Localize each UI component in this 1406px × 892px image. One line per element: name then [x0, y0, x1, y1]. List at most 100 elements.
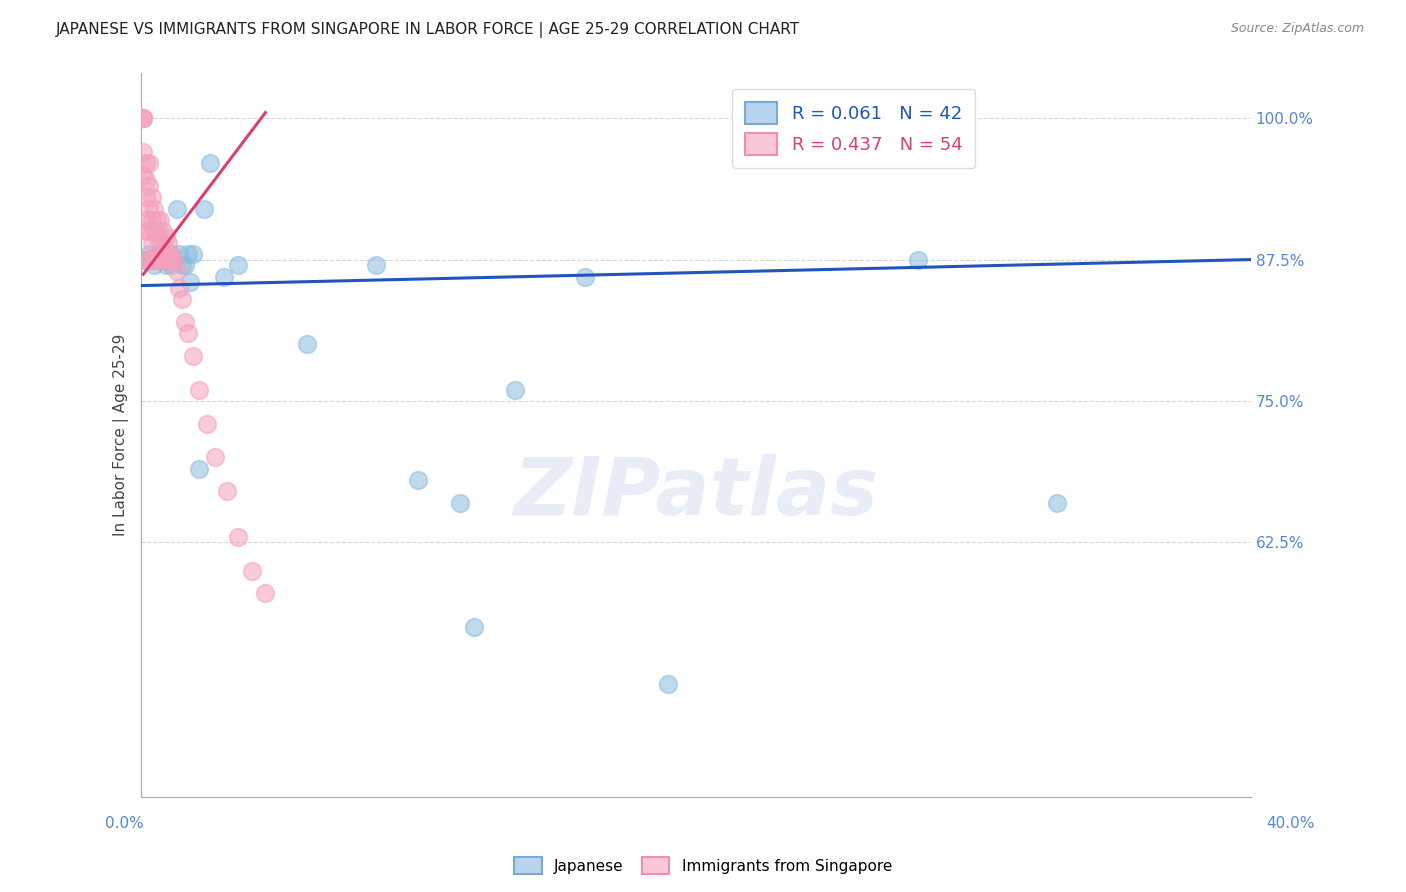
Point	[574, 269, 596, 284]
Text: 0.0%: 0.0%	[105, 816, 145, 831]
Point	[138, 156, 160, 170]
Point	[146, 213, 169, 227]
Point	[463, 620, 485, 634]
Point	[143, 252, 166, 267]
Text: JAPANESE VS IMMIGRANTS FROM SINGAPORE IN LABOR FORCE | AGE 25-29 CORRELATION CHA: JAPANESE VS IMMIGRANTS FROM SINGAPORE IN…	[56, 22, 800, 38]
Point	[135, 173, 157, 187]
Point	[135, 156, 157, 170]
Point	[160, 247, 183, 261]
Legend: Japanese, Immigrants from Singapore: Japanese, Immigrants from Singapore	[508, 851, 898, 880]
Point	[152, 247, 174, 261]
Point	[155, 258, 177, 272]
Point	[132, 252, 155, 267]
Point	[141, 213, 163, 227]
Point	[138, 252, 160, 267]
Point	[149, 213, 172, 227]
Point	[146, 252, 169, 267]
Point	[138, 179, 160, 194]
Point	[166, 202, 188, 216]
Point	[146, 252, 169, 267]
Point	[143, 224, 166, 238]
Point	[135, 213, 157, 227]
Point	[181, 349, 204, 363]
Point	[157, 235, 180, 250]
Point	[152, 224, 174, 238]
Point	[254, 586, 277, 600]
Point	[149, 247, 172, 261]
Point	[215, 484, 238, 499]
Point	[143, 202, 166, 216]
Point	[132, 168, 155, 182]
Point	[149, 247, 172, 261]
Point	[166, 264, 188, 278]
Point	[169, 247, 191, 261]
Text: Source: ZipAtlas.com: Source: ZipAtlas.com	[1230, 22, 1364, 36]
Point	[172, 292, 194, 306]
Point	[157, 247, 180, 261]
Point	[169, 281, 191, 295]
Point	[187, 462, 209, 476]
Point	[240, 564, 263, 578]
Point	[177, 247, 200, 261]
Point	[160, 247, 183, 261]
Point	[157, 252, 180, 267]
Point	[155, 247, 177, 261]
Point	[155, 252, 177, 267]
Point	[181, 247, 204, 261]
Point	[226, 258, 249, 272]
Point	[406, 473, 429, 487]
Point	[141, 235, 163, 250]
Point	[155, 230, 177, 244]
Point	[212, 269, 235, 284]
Point	[449, 496, 471, 510]
Point	[226, 530, 249, 544]
Point	[155, 252, 177, 267]
Point	[135, 224, 157, 238]
Point	[135, 252, 157, 267]
Point	[198, 156, 221, 170]
Point	[143, 258, 166, 272]
Point	[503, 383, 526, 397]
Point	[657, 676, 679, 690]
Point	[195, 417, 218, 431]
Point	[163, 252, 186, 267]
Point	[174, 315, 197, 329]
Point	[163, 252, 186, 267]
Text: ZIPatlas: ZIPatlas	[513, 454, 879, 532]
Point	[149, 230, 172, 244]
Point	[204, 450, 226, 465]
Point	[141, 252, 163, 267]
Point	[138, 202, 160, 216]
Point	[152, 252, 174, 267]
Point	[149, 252, 172, 267]
Point	[152, 252, 174, 267]
Point	[132, 112, 155, 126]
Point	[366, 258, 388, 272]
Point	[149, 252, 172, 267]
Point	[907, 252, 929, 267]
Point	[135, 190, 157, 204]
Point	[295, 337, 318, 351]
Point	[138, 224, 160, 238]
Legend: R = 0.061   N = 42, R = 0.437   N = 54: R = 0.061 N = 42, R = 0.437 N = 54	[733, 89, 976, 168]
Point	[172, 258, 194, 272]
Point	[1045, 496, 1067, 510]
Point	[141, 252, 163, 267]
Point	[193, 202, 215, 216]
Point	[146, 247, 169, 261]
Point	[160, 258, 183, 272]
Point	[174, 258, 197, 272]
Point	[132, 112, 155, 126]
Point	[132, 112, 155, 126]
Point	[177, 326, 200, 340]
Point	[149, 252, 172, 267]
Point	[146, 230, 169, 244]
Text: 40.0%: 40.0%	[1267, 816, 1315, 831]
Point	[141, 190, 163, 204]
Point	[160, 252, 183, 267]
Point	[157, 252, 180, 267]
Point	[187, 383, 209, 397]
Point	[179, 275, 201, 289]
Point	[138, 247, 160, 261]
Y-axis label: In Labor Force | Age 25-29: In Labor Force | Age 25-29	[114, 334, 129, 536]
